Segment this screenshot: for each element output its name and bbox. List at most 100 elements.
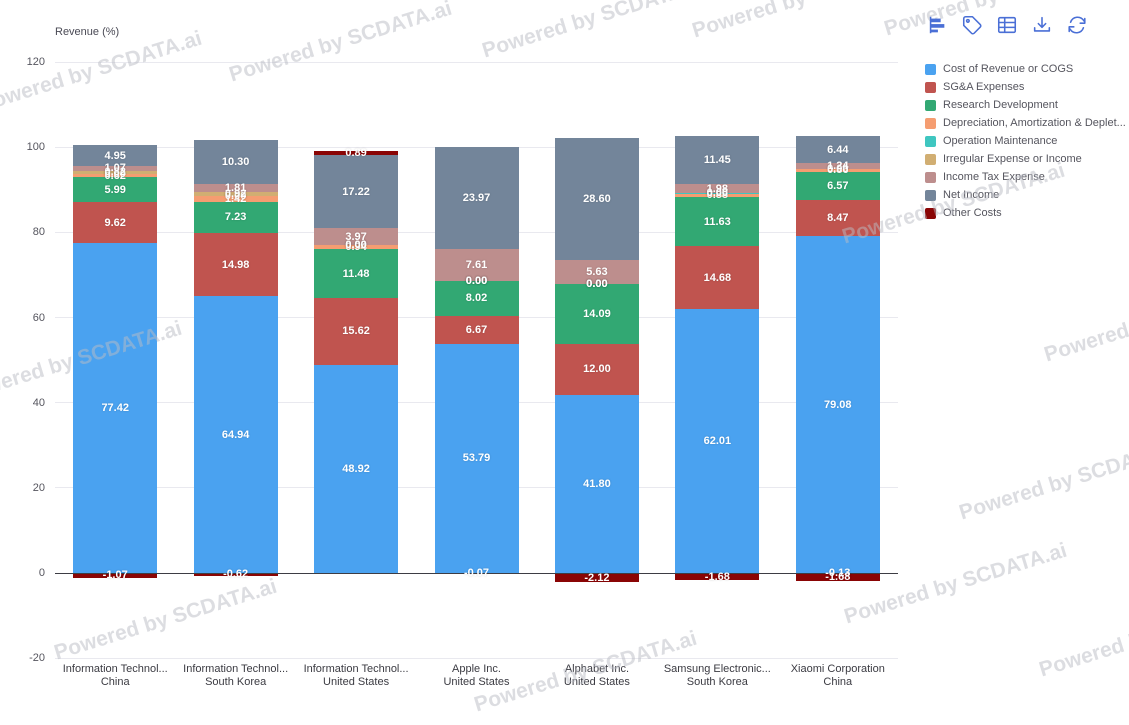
x-category-label: Alphabet Inc. United States <box>563 663 630 688</box>
bar-segment[interactable] <box>434 146 519 249</box>
bar-segment[interactable] <box>193 296 278 573</box>
tag-icon[interactable] <box>960 12 986 38</box>
bar-segment[interactable] <box>314 155 399 229</box>
legend-swatch <box>925 81 936 93</box>
legend-item[interactable]: SG&A Expenses <box>925 78 1126 96</box>
bar-segment[interactable] <box>795 200 880 237</box>
bar-segment[interactable] <box>795 172 880 201</box>
bar-segment[interactable] <box>554 395 639 573</box>
bar-segment[interactable] <box>434 248 519 282</box>
watermark: Powered by SCDATA.ai <box>1036 592 1129 682</box>
bar-segment[interactable] <box>314 245 399 250</box>
legend-label: Income Tax Expense <box>943 171 1045 183</box>
legend-item[interactable]: Depreciation, Amortization & Deplet... <box>925 114 1126 132</box>
bar-segment[interactable] <box>675 196 760 247</box>
x-category-label: Samsung Electronic... South Korea <box>663 663 771 688</box>
bar-chart-icon[interactable] <box>925 12 951 38</box>
legend-label: Cost of Revenue or COGS <box>943 63 1074 75</box>
bar-segment[interactable] <box>193 140 278 185</box>
legend-item[interactable]: Net Income <box>925 186 1126 204</box>
download-icon[interactable] <box>1030 12 1056 38</box>
refresh-icon[interactable] <box>1065 12 1091 38</box>
bar-segment[interactable] <box>795 168 880 173</box>
bar-segment[interactable] <box>314 249 399 299</box>
bar-segment[interactable] <box>314 364 399 573</box>
bar-segment[interactable] <box>434 315 519 344</box>
legend-swatch <box>925 63 936 75</box>
x-category-label: Information Technol... United States <box>303 663 409 688</box>
legend-swatch <box>925 117 936 129</box>
x-category-label: Xiaomi Corporation China <box>790 663 885 688</box>
bar-segment[interactable] <box>675 573 760 581</box>
bar-segment[interactable] <box>73 573 158 578</box>
bar-segment[interactable] <box>73 202 158 244</box>
x-category-label: Information Technol... South Korea <box>183 663 289 688</box>
legend-label: Other Costs <box>943 207 1002 219</box>
watermark: Powered by SCDATA.ai <box>690 0 918 43</box>
bar-segment[interactable] <box>73 176 158 203</box>
y-tick-label: 100 <box>26 141 45 154</box>
y-tick-label: 60 <box>32 311 45 324</box>
bar-segment[interactable] <box>73 243 158 573</box>
bar-segment[interactable] <box>675 135 760 185</box>
legend-label: Research Development <box>943 99 1058 111</box>
legend-label: SG&A Expenses <box>943 81 1025 93</box>
bar-segment[interactable] <box>193 201 278 233</box>
watermark: Powered by SCDATA.ai <box>479 0 708 63</box>
bar-segment[interactable] <box>554 343 639 395</box>
watermark: Powered by SCDATA.ai <box>226 0 455 87</box>
bar-segment[interactable] <box>193 232 278 297</box>
legend-label: Net Income <box>943 189 1000 201</box>
watermark: Powered by SCDATA.ai <box>956 434 1129 525</box>
bar-segment[interactable] <box>193 573 278 576</box>
legend-item[interactable]: Research Development <box>925 96 1126 114</box>
bar-segment[interactable] <box>73 166 158 171</box>
legend-item[interactable]: Irregular Expense or Income <box>925 150 1126 168</box>
bar-segment[interactable] <box>795 573 880 581</box>
legend-item[interactable]: Cost of Revenue or COGS <box>925 60 1126 78</box>
zero-baseline <box>55 572 898 574</box>
gridline <box>55 657 898 659</box>
bar-segment[interactable] <box>73 145 158 167</box>
bar-segment[interactable] <box>73 170 158 175</box>
bar-segment[interactable] <box>73 174 158 177</box>
x-category-label: Information Technol... China <box>62 663 168 688</box>
y-tick-label: 40 <box>32 396 45 409</box>
bar-segment[interactable] <box>795 163 880 169</box>
bar-segment[interactable] <box>193 184 278 192</box>
legend-item[interactable]: Income Tax Expense <box>925 168 1126 186</box>
legend-item[interactable]: Other Costs <box>925 204 1126 222</box>
chart-toolbar <box>925 12 1091 38</box>
bar-segment[interactable] <box>434 281 519 316</box>
bar-segment[interactable] <box>795 135 880 164</box>
watermark: Powered by SCDATA.ai <box>1041 277 1129 367</box>
bar-segment[interactable] <box>314 298 399 365</box>
bar-segment[interactable] <box>314 228 399 246</box>
bar-segment[interactable] <box>314 151 399 156</box>
legend-item[interactable]: Operation Maintenance <box>925 132 1126 150</box>
bar-segment[interactable] <box>554 138 639 260</box>
legend-swatch <box>925 99 936 111</box>
legend-label: Depreciation, Amortization & Deplet... <box>943 117 1126 129</box>
legend-swatch <box>925 135 936 147</box>
bar-segment[interactable] <box>675 246 760 309</box>
bar-segment[interactable] <box>675 193 760 197</box>
legend-label: Operation Maintenance <box>943 135 1058 147</box>
bar-segment[interactable] <box>795 236 880 573</box>
legend-swatch <box>925 207 936 219</box>
legend-label: Irregular Expense or Income <box>943 153 1082 165</box>
bar-segment[interactable] <box>434 343 519 573</box>
bar-segment[interactable] <box>193 191 278 196</box>
bar-segment[interactable] <box>554 283 639 344</box>
watermark: Powered by SCDATA.ai <box>0 26 205 117</box>
bar-segment[interactable] <box>193 195 278 202</box>
legend-swatch <box>925 171 936 183</box>
bar-segment[interactable] <box>675 184 760 193</box>
table-icon[interactable] <box>995 12 1021 38</box>
bar-segment[interactable] <box>554 573 639 583</box>
y-tick-label: 80 <box>32 226 45 239</box>
bar-segment[interactable] <box>554 259 639 284</box>
gridline <box>55 61 898 63</box>
bar-segment[interactable] <box>675 308 760 573</box>
y-tick-label: -20 <box>29 652 45 665</box>
